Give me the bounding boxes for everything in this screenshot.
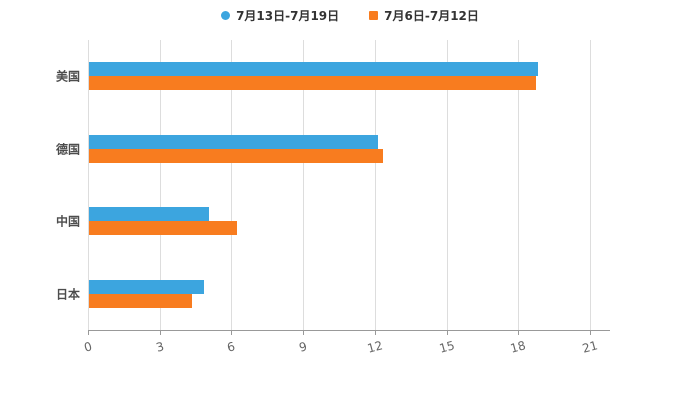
x-tick-label: 15	[437, 338, 456, 356]
square-legend-marker-icon	[369, 11, 379, 20]
x-tick-label: 9	[297, 339, 309, 355]
x-tick-mark	[590, 330, 591, 335]
bar	[89, 76, 537, 91]
bar-pair	[89, 62, 539, 91]
bar	[89, 62, 539, 77]
gridline	[88, 40, 89, 330]
bar-group	[88, 113, 610, 186]
bar-pair	[89, 207, 238, 236]
gridline	[159, 40, 161, 330]
legend-label: 7月6日-7月12日	[384, 9, 479, 23]
gridline	[518, 40, 520, 330]
gridline	[374, 40, 376, 330]
x-tick-label: 6	[225, 339, 237, 355]
x-tick-label: 0	[82, 339, 94, 355]
x-tick-mark	[374, 330, 376, 335]
gridline	[446, 40, 448, 330]
plot-area: 0 3 6 9 12 15 18 21 美国德国中国日本	[56, 40, 610, 356]
x-tick-label: 3	[154, 339, 166, 355]
y-category-label: 日本	[55, 287, 80, 302]
bar-group	[88, 258, 610, 331]
x-tick-mark	[303, 330, 305, 335]
bar	[89, 279, 204, 294]
legend-item[interactable]: 7月6日-7月12日	[369, 7, 479, 24]
bar-group	[88, 185, 610, 258]
x-tick-label: 12	[365, 338, 385, 356]
gridline	[231, 40, 233, 330]
bar	[89, 293, 192, 308]
x-tick-mark	[518, 330, 520, 335]
x-tick-mark	[88, 330, 89, 335]
x-tick-label: 21	[580, 338, 600, 356]
x-tick-mark	[231, 330, 233, 335]
bar-pair	[89, 134, 384, 163]
bar-group	[88, 40, 610, 113]
chart-legend: 7月13日-7月19日 7月6日-7月12日	[0, 7, 700, 24]
x-tick-mark	[159, 330, 161, 335]
legend-item[interactable]: 7月13日-7月19日	[221, 7, 339, 24]
y-category-label: 中国	[55, 214, 80, 229]
bar	[89, 207, 209, 222]
y-category-label: 美国	[55, 69, 80, 84]
bar-pair	[89, 279, 204, 308]
bar	[89, 148, 384, 163]
x-tick-label: 18	[509, 338, 528, 356]
circle-legend-marker-icon	[221, 11, 231, 20]
bar-rows-layer	[88, 40, 610, 330]
y-category-label: 德国	[55, 142, 80, 157]
bar	[89, 134, 379, 149]
x-tick-mark	[446, 330, 448, 335]
legend-label: 7月13日-7月19日	[236, 9, 340, 23]
gridline	[303, 40, 305, 330]
x-axis-line	[88, 330, 610, 331]
bar	[89, 221, 238, 236]
gridline	[590, 40, 591, 330]
